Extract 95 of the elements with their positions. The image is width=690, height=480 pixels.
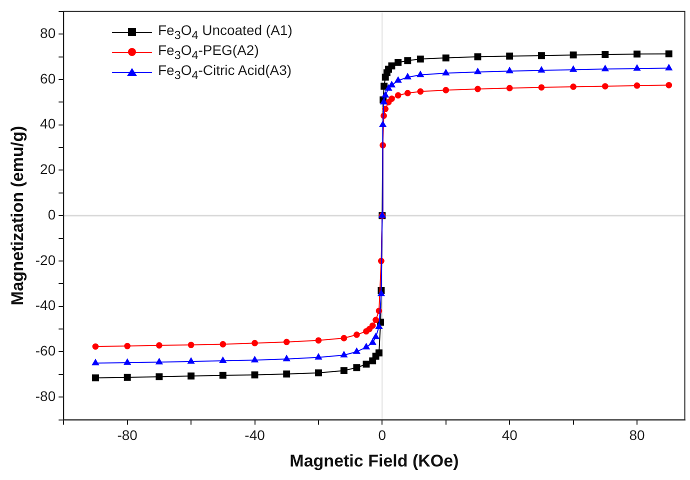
point <box>665 50 672 58</box>
x-tick-label: -40 <box>244 427 266 444</box>
point <box>388 96 395 102</box>
point <box>404 90 411 96</box>
point <box>219 356 226 364</box>
point <box>124 374 131 381</box>
legend-label: Fe$_{3}$O$_{4}$-Citric Acid(A3) <box>158 62 292 82</box>
point <box>92 359 99 366</box>
point <box>538 84 545 91</box>
x-tick-label: 80 <box>629 427 646 444</box>
point <box>376 322 382 329</box>
y-tick-label: -60 <box>35 342 56 359</box>
point <box>634 50 640 58</box>
point <box>602 51 609 58</box>
point <box>315 354 322 360</box>
point <box>283 355 290 362</box>
point <box>340 351 348 358</box>
point <box>442 69 450 76</box>
y-tick-label: -40 <box>35 297 56 314</box>
point <box>394 58 402 66</box>
point <box>416 71 424 78</box>
point <box>92 374 99 382</box>
point <box>188 372 195 380</box>
point <box>506 52 514 60</box>
point <box>156 373 163 380</box>
point <box>602 83 608 90</box>
point <box>369 338 376 345</box>
point <box>369 322 376 329</box>
point <box>570 84 577 90</box>
point <box>124 358 131 365</box>
point <box>92 343 99 350</box>
point <box>442 54 450 62</box>
point <box>404 73 412 80</box>
point <box>219 372 226 379</box>
point <box>416 56 424 63</box>
point <box>538 52 545 60</box>
legend-label: Fe$_{3}$O$_{4}$ Uncoated (A1) <box>158 22 292 42</box>
point <box>156 342 162 349</box>
point <box>506 84 513 92</box>
point <box>353 348 360 354</box>
point <box>378 290 385 296</box>
point <box>474 68 482 74</box>
y-tick-label: 20 <box>40 161 56 178</box>
point <box>634 64 640 71</box>
x-axis-title: Magnetic Field (KOe) <box>290 451 459 470</box>
point <box>283 370 290 378</box>
point <box>388 81 396 88</box>
y-tick-label: 80 <box>40 24 56 41</box>
point <box>394 92 402 99</box>
point <box>570 51 577 58</box>
point <box>362 343 370 350</box>
point <box>156 358 163 364</box>
point <box>124 342 131 350</box>
point <box>252 340 258 346</box>
point <box>353 364 360 372</box>
point <box>340 334 348 342</box>
point <box>251 356 258 362</box>
x-tick-label: 0 <box>378 427 386 444</box>
point <box>388 62 396 70</box>
point <box>315 369 322 376</box>
point <box>372 316 380 324</box>
point <box>442 86 450 94</box>
y-tick-label: -20 <box>35 252 56 268</box>
point <box>362 360 370 368</box>
y-tick-label: 40 <box>40 116 56 132</box>
point <box>188 342 194 348</box>
point <box>634 82 640 89</box>
point <box>665 64 672 70</box>
point <box>220 341 226 348</box>
point <box>417 88 424 95</box>
point <box>570 66 577 72</box>
point <box>315 337 322 344</box>
point <box>666 82 672 88</box>
point <box>602 65 609 72</box>
y-axis-title: Magnetization (emu/g) <box>8 126 27 306</box>
point <box>538 66 545 73</box>
point <box>394 76 402 83</box>
point <box>353 332 360 338</box>
legend-label: Fe$_{3}$O$_{4}$-PEG(A2) <box>158 42 259 62</box>
y-tick-label: 60 <box>40 70 56 86</box>
point <box>379 120 386 128</box>
point <box>506 67 514 74</box>
point <box>251 371 258 378</box>
x-tick-label: 40 <box>502 427 518 444</box>
point <box>474 86 481 92</box>
x-tick-label: -80 <box>117 427 138 444</box>
point <box>340 367 348 374</box>
point <box>372 333 380 340</box>
point <box>188 358 194 364</box>
point <box>283 338 290 346</box>
point <box>404 57 412 64</box>
y-tick-label: -80 <box>35 388 56 404</box>
point <box>376 349 382 356</box>
point <box>382 91 389 98</box>
y-tick-label: 0 <box>48 206 56 222</box>
